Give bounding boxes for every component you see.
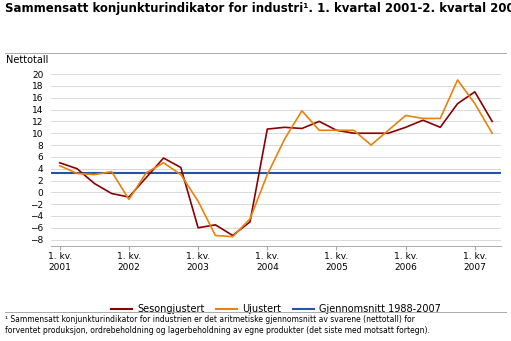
Legend: Sesongjustert, Ujustert, Gjennomsnitt 1988-2007: Sesongjustert, Ujustert, Gjennomsnitt 19… xyxy=(107,300,445,318)
Text: Sammensatt konjunkturindikator for industri¹. 1. kvartal 2001-2. kvartal 2007: Sammensatt konjunkturindikator for indus… xyxy=(5,2,511,15)
Text: ¹ Sammensatt konjunkturindikator for industrien er det aritmetiske gjennomsnitt : ¹ Sammensatt konjunkturindikator for ind… xyxy=(5,315,430,335)
Text: Nettotall: Nettotall xyxy=(6,55,49,65)
